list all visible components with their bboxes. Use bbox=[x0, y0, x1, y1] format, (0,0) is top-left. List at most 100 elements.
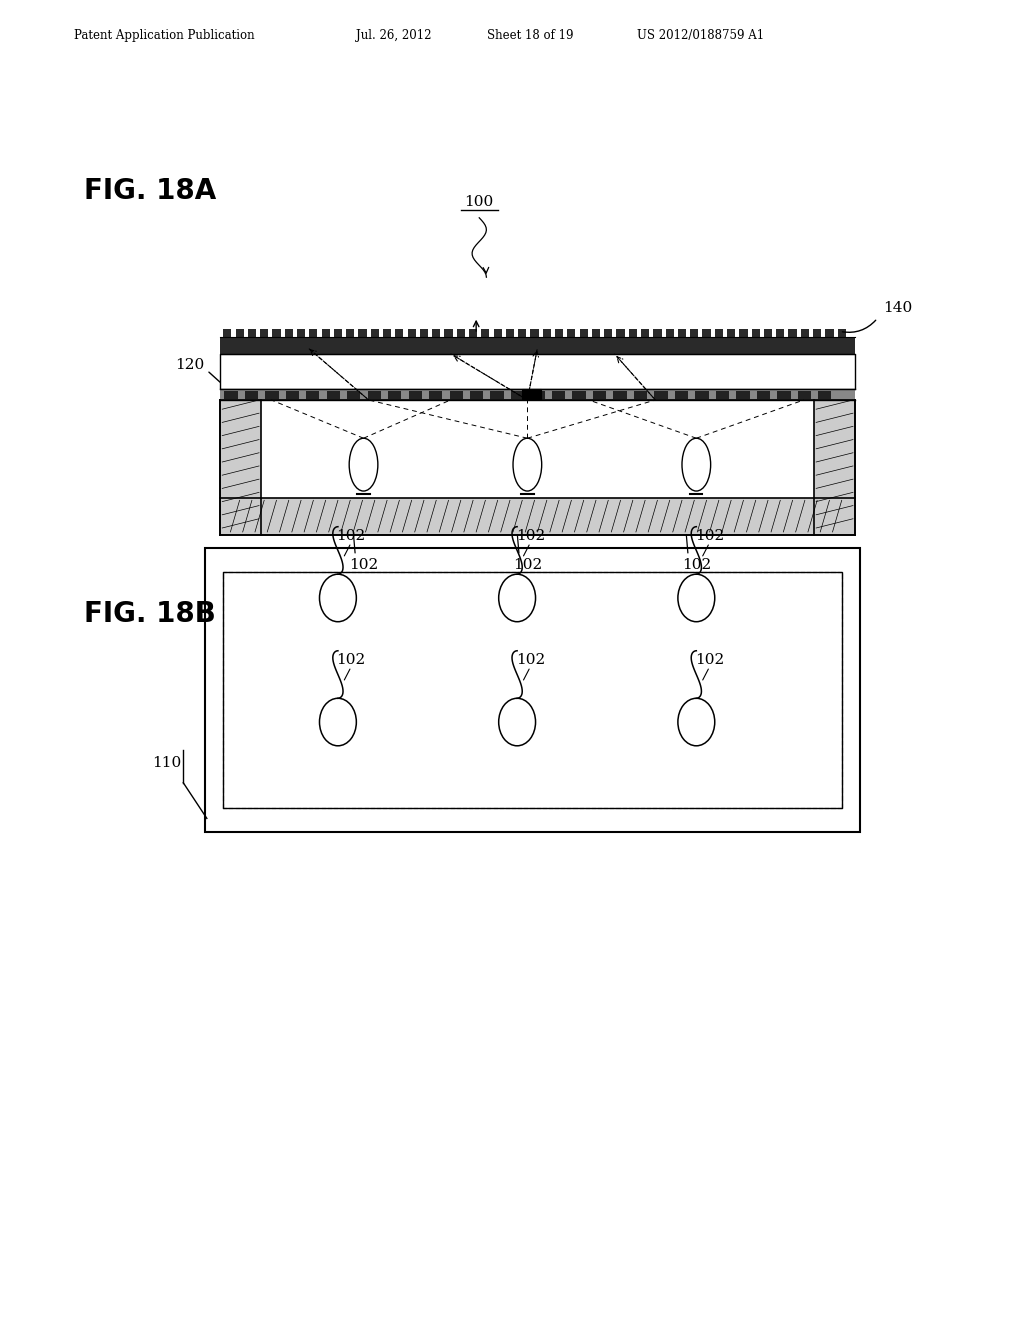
Bar bbox=[801, 329, 809, 337]
Bar bbox=[604, 329, 612, 337]
Bar bbox=[420, 329, 428, 337]
Bar bbox=[675, 391, 688, 399]
Text: 102: 102 bbox=[513, 558, 542, 573]
Bar bbox=[490, 391, 504, 399]
Bar bbox=[409, 391, 422, 399]
Bar bbox=[260, 329, 268, 337]
Bar bbox=[838, 329, 846, 337]
Text: 102: 102 bbox=[516, 528, 545, 543]
Bar bbox=[334, 329, 342, 337]
Bar bbox=[777, 391, 791, 399]
Bar bbox=[470, 391, 483, 399]
Bar bbox=[457, 329, 465, 337]
Bar bbox=[358, 329, 367, 337]
Bar bbox=[798, 391, 811, 399]
Bar bbox=[530, 329, 539, 337]
Bar bbox=[666, 329, 674, 337]
Bar bbox=[450, 391, 463, 399]
Bar bbox=[818, 391, 831, 399]
Bar bbox=[653, 329, 662, 337]
Bar bbox=[408, 329, 416, 337]
Text: 102: 102 bbox=[516, 652, 545, 667]
Bar bbox=[383, 329, 391, 337]
Bar bbox=[223, 572, 842, 808]
Text: 102: 102 bbox=[337, 652, 366, 667]
Bar bbox=[469, 329, 477, 337]
Bar bbox=[752, 329, 760, 337]
Ellipse shape bbox=[349, 438, 378, 491]
Bar bbox=[580, 329, 588, 337]
Bar bbox=[593, 391, 606, 399]
Bar bbox=[518, 329, 526, 337]
Bar bbox=[716, 391, 729, 399]
Bar bbox=[788, 329, 797, 337]
Text: 102: 102 bbox=[349, 558, 378, 573]
Bar bbox=[327, 391, 340, 399]
Bar bbox=[814, 400, 855, 535]
Bar bbox=[322, 329, 330, 337]
Bar bbox=[825, 329, 834, 337]
Bar bbox=[371, 329, 379, 337]
Bar bbox=[702, 329, 711, 337]
Bar bbox=[297, 329, 305, 337]
Text: 102: 102 bbox=[695, 652, 724, 667]
Bar bbox=[432, 329, 440, 337]
Bar bbox=[347, 391, 360, 399]
Bar bbox=[481, 329, 489, 337]
Bar bbox=[205, 548, 860, 832]
Bar bbox=[739, 329, 748, 337]
Circle shape bbox=[319, 698, 356, 746]
Bar bbox=[552, 391, 565, 399]
Bar bbox=[531, 391, 545, 399]
Bar bbox=[511, 391, 524, 399]
Bar bbox=[494, 329, 502, 337]
Bar bbox=[444, 329, 453, 337]
Bar bbox=[285, 329, 293, 337]
Bar bbox=[555, 329, 563, 337]
Text: 110: 110 bbox=[152, 756, 181, 770]
Bar bbox=[641, 329, 649, 337]
Bar bbox=[757, 391, 770, 399]
Bar bbox=[220, 400, 261, 535]
Bar bbox=[727, 329, 735, 337]
Bar bbox=[309, 329, 317, 337]
Text: 100: 100 bbox=[465, 194, 494, 209]
Bar bbox=[695, 391, 709, 399]
Ellipse shape bbox=[682, 438, 711, 491]
Bar bbox=[592, 329, 600, 337]
Bar bbox=[634, 391, 647, 399]
Bar bbox=[286, 391, 299, 399]
Bar bbox=[220, 337, 855, 354]
Text: US 2012/0188759 A1: US 2012/0188759 A1 bbox=[637, 29, 764, 42]
Bar bbox=[236, 329, 244, 337]
Bar bbox=[678, 329, 686, 337]
Bar bbox=[813, 329, 821, 337]
Bar bbox=[629, 329, 637, 337]
Circle shape bbox=[499, 698, 536, 746]
Bar bbox=[690, 329, 698, 337]
Bar bbox=[572, 391, 586, 399]
Bar bbox=[306, 391, 319, 399]
Bar bbox=[248, 329, 256, 337]
Circle shape bbox=[499, 574, 536, 622]
Bar bbox=[368, 391, 381, 399]
Ellipse shape bbox=[513, 438, 542, 491]
Circle shape bbox=[319, 574, 356, 622]
Bar bbox=[220, 389, 855, 400]
Bar bbox=[395, 329, 403, 337]
Text: 140: 140 bbox=[883, 301, 912, 314]
Text: FIG. 18B: FIG. 18B bbox=[84, 599, 216, 628]
Bar bbox=[388, 391, 401, 399]
Bar bbox=[764, 329, 772, 337]
Bar bbox=[776, 329, 784, 337]
Bar bbox=[220, 354, 855, 389]
Bar bbox=[220, 498, 855, 535]
Bar bbox=[654, 391, 668, 399]
Text: Sheet 18 of 19: Sheet 18 of 19 bbox=[487, 29, 573, 42]
Bar bbox=[261, 400, 814, 498]
Bar bbox=[272, 329, 281, 337]
Bar bbox=[613, 391, 627, 399]
Bar bbox=[223, 329, 231, 337]
Bar bbox=[265, 391, 279, 399]
Bar bbox=[522, 389, 541, 399]
